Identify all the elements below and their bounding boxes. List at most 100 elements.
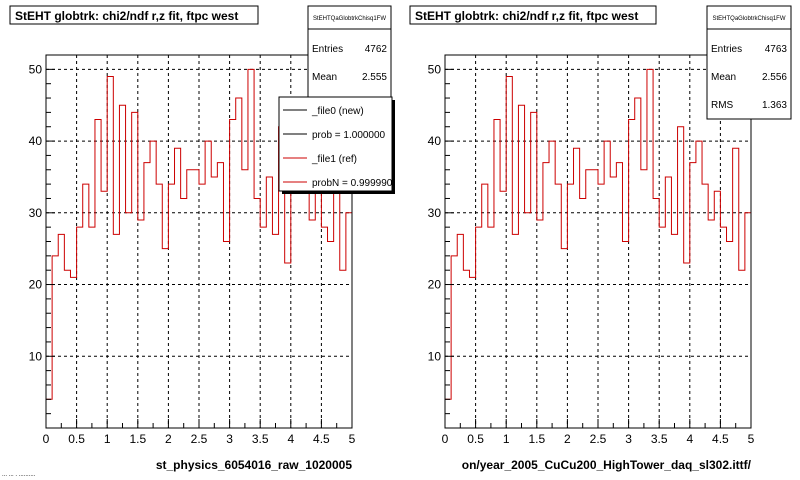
footer-fragment-text: ... ... . .......... [2, 472, 36, 478]
left-histogram-panel: 0 0.5 1 1.5 2 2.5 3 3.5 4 4.5 5 10 20 30 40 50 st_physic… [9, 5, 395, 472]
histogram-bin [739, 270, 745, 428]
histogram-bin [217, 163, 223, 428]
stats-row-label: Entries [711, 44, 742, 55]
x-tick-label: 5 [349, 432, 356, 446]
histogram-bin [175, 148, 181, 428]
legend-entry-label: _file1 (ref) [311, 154, 357, 165]
histogram-bin [52, 256, 58, 428]
stats-box [307, 5, 392, 100]
stats-box-name: StEHTQaGlobtrkChisq1FW [313, 16, 386, 22]
histogram-bin [641, 170, 647, 428]
histogram-bin [236, 98, 242, 428]
histogram-bin [482, 184, 488, 428]
histogram-bin [126, 213, 132, 428]
histogram-bin [518, 105, 524, 428]
x-tick-label: 5 [748, 432, 755, 446]
histogram-bin [525, 213, 531, 428]
histogram-bin [187, 170, 193, 428]
histogram-bin [260, 227, 266, 428]
stats-row-label: RMS [711, 100, 734, 111]
stats-row-value: 2.555 [362, 72, 387, 83]
x-tick-label: 0.5 [68, 432, 85, 446]
stats-row-value: 1.363 [762, 100, 787, 111]
y-tick-label: 40 [428, 134, 442, 148]
histogram-bin [89, 227, 95, 428]
x-tick-label: 1.5 [129, 432, 146, 446]
stats-row-value: 4762 [365, 44, 388, 55]
histogram-bin [328, 242, 334, 429]
histogram-bin [610, 177, 616, 428]
histogram-bin [119, 105, 125, 428]
legend-entry-label: prob = 1.000000 [312, 130, 386, 141]
y-tick-label: 30 [29, 206, 43, 220]
histogram-bin [346, 213, 352, 428]
y-tick-label: 20 [428, 278, 442, 292]
stats-row-label: Entries [312, 44, 343, 55]
histogram-bin [616, 163, 622, 428]
x-tick-label: 1 [503, 432, 510, 446]
x-tick-label: 0.5 [467, 432, 484, 446]
histogram-bin [512, 234, 518, 428]
histogram-bin [543, 163, 549, 428]
x-tick-label: 3.5 [651, 432, 668, 446]
stats-row-label: Mean [711, 72, 736, 83]
legend-entry-label: _file0 (new) [311, 106, 364, 117]
x-tick-label: 4 [686, 432, 693, 446]
histogram-bin [745, 213, 751, 428]
chart-title: StEHT globtrk: chi2/ndf r,z fit, ftpc we… [15, 9, 238, 23]
histogram-bin [537, 220, 543, 428]
histogram-bin [592, 170, 598, 428]
histogram-bin [671, 234, 677, 428]
histogram-bin [653, 198, 659, 428]
x-tick-label: 2 [564, 432, 571, 446]
x-tick-label: 2.5 [191, 432, 208, 446]
histogram-bin [181, 198, 187, 428]
histogram-bin [500, 191, 506, 428]
x-tick-label: 2.5 [590, 432, 607, 446]
stats-box [706, 5, 792, 120]
histogram-bin [720, 227, 726, 428]
histogram-bin [727, 242, 733, 429]
histogram-bin [531, 112, 537, 428]
histogram-bin [242, 170, 248, 428]
x-axis-label: st_physics_6054016_raw_1020005 [156, 458, 352, 472]
x-tick-label: 0 [43, 432, 50, 446]
histogram-bin [622, 242, 628, 429]
histogram-bin [58, 234, 64, 428]
histogram-bin [598, 184, 604, 428]
x-tick-label: 4.5 [712, 432, 729, 446]
y-tick-label: 10 [428, 349, 442, 363]
y-tick-label: 40 [29, 134, 43, 148]
histogram-bin [309, 220, 315, 428]
histogram-bin [665, 177, 671, 428]
histogram-bin [635, 98, 641, 428]
x-axis-label: on/year_2005_CuCu200_HighTower_daq_sl302… [462, 458, 752, 472]
histogram-bin [211, 177, 217, 428]
histogram-bin [340, 270, 346, 428]
histogram-bin [463, 270, 469, 428]
histogram-bin [647, 69, 653, 428]
histogram-bin [678, 127, 684, 428]
legend-box [278, 96, 393, 192]
histogram-bin [629, 120, 635, 428]
x-tick-label: 3.5 [252, 432, 269, 446]
histogram-bin [684, 263, 690, 428]
histogram-bin [586, 170, 592, 428]
histogram-bin [223, 242, 229, 429]
y-tick-label: 20 [29, 278, 43, 292]
histogram-bin [132, 112, 138, 428]
histogram-bin [266, 177, 272, 428]
histogram-bin [70, 277, 76, 428]
histogram-bin [291, 163, 297, 428]
histogram-bin [199, 184, 205, 428]
histogram-bin [690, 163, 696, 428]
stats-box-name: StEHTQaGlobtrkChisq1FW [712, 16, 785, 22]
histogram-bin [272, 234, 278, 428]
histogram-bin [714, 191, 720, 428]
histogram-bin [254, 198, 260, 428]
histogram-bin [494, 120, 500, 428]
histogram-bin [451, 256, 457, 428]
histogram-bin [193, 170, 199, 428]
histogram-bin [230, 120, 236, 428]
histogram-bin [285, 263, 291, 428]
